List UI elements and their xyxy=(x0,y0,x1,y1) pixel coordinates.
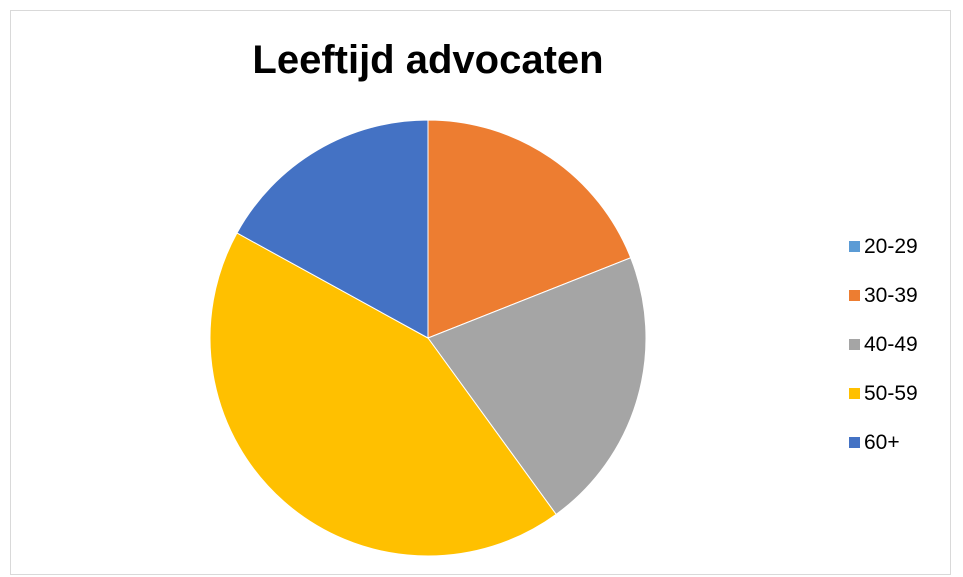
legend-item-30-39: 30-39 xyxy=(849,271,918,320)
legend-item-40-49: 40-49 xyxy=(849,320,918,369)
legend-swatch xyxy=(849,388,860,399)
pie-slice-60+ xyxy=(236,119,429,339)
legend-item-50-59: 50-59 xyxy=(849,369,918,418)
pie-slice-40-49 xyxy=(427,257,647,516)
legend-swatch xyxy=(849,290,860,301)
legend-item-60+: 60+ xyxy=(849,418,918,467)
legend-swatch xyxy=(849,241,860,252)
legend-item-20-29: 20-29 xyxy=(849,222,918,271)
chart-legend: 20-29 30-39 40-49 50-59 60+ xyxy=(849,222,918,467)
pie-slice-50-59 xyxy=(209,232,557,557)
legend-label: 30-39 xyxy=(864,283,918,307)
legend-label: 60+ xyxy=(864,430,900,454)
legend-label: 20-29 xyxy=(864,234,918,258)
chart-title: Leeftijd advocaten xyxy=(252,38,604,82)
legend-label: 50-59 xyxy=(864,381,918,405)
legend-swatch xyxy=(849,437,860,448)
pie-slice-30-39 xyxy=(427,119,632,339)
legend-swatch xyxy=(849,339,860,350)
legend-label: 40-49 xyxy=(864,332,918,356)
